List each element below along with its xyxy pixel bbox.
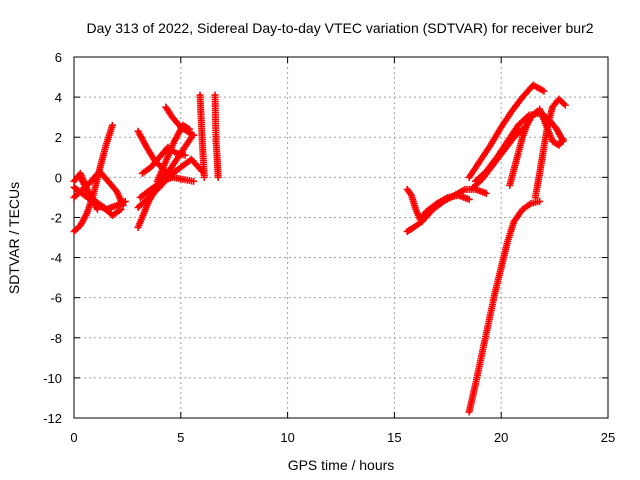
data-point [536,197,544,205]
data-point [482,189,490,197]
y-axis-label: SDTVAR / TECUs [6,182,22,294]
chart-title: Day 313 of 2022, Sidereal Day-to-day VTE… [86,20,593,36]
x-tick-label: 10 [280,430,294,445]
data-point [167,172,175,180]
y-tick-label: 6 [55,50,62,65]
grid [74,57,608,418]
y-tick-label: -4 [50,251,62,266]
x-tick-label: 25 [601,430,615,445]
data-point [200,173,208,181]
x-tick-label: 0 [70,430,77,445]
data-point [117,205,125,213]
series-arc-8 [136,173,198,201]
data-point [185,125,193,133]
y-tick-label: -2 [50,210,62,225]
series-arc-23 [527,107,567,145]
series-arc-21 [531,95,569,201]
y-tick-label: -8 [50,331,62,346]
data-point [190,177,198,185]
data-point [559,137,567,145]
x-tick-label: 20 [494,430,508,445]
data-point [561,101,569,109]
x-tick-label: 15 [387,430,401,445]
x-tick-label: 5 [177,430,184,445]
axis-ticks: 0 5 10 15 20 25 -12 -10 -8 -6 -4 -2 0 2 4 6 [43,50,615,445]
data-point [168,173,176,181]
x-axis-label: GPS time / hours [288,457,395,473]
series-arc-17 [465,81,548,181]
data-point [121,197,129,205]
y-tick-label: 0 [55,170,62,185]
data-point [540,87,548,95]
y-tick-label: 2 [55,130,62,145]
series-arc-14 [211,91,222,181]
y-tick-label: -10 [43,371,62,386]
data-marks [70,81,569,416]
data-point [108,121,116,129]
series-arc-5 [70,169,101,213]
data-point [214,173,222,181]
data-point [406,190,414,198]
plot-frame [73,56,609,419]
y-tick-label: -12 [43,411,62,426]
data-point [465,195,473,203]
y-tick-label: 4 [55,90,62,105]
series-arc-10 [134,127,176,181]
series-arc-12 [153,121,193,185]
series-arc-13 [196,91,208,181]
y-tick-label: -6 [50,291,62,306]
series-arc-7 [134,155,206,211]
data-point [190,131,198,139]
data-point [93,205,101,213]
series-arc-24 [465,197,544,416]
data-point [181,151,189,159]
